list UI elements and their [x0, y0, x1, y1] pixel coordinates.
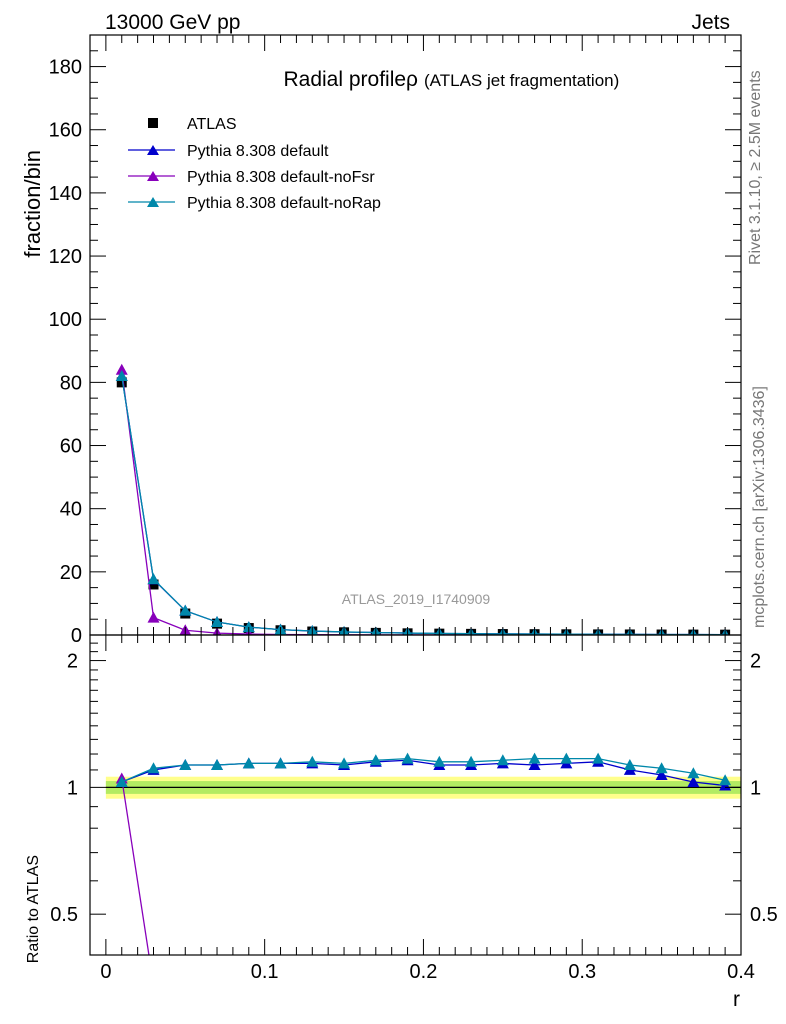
ratio-series-point — [687, 767, 700, 779]
chart-title-symbol: ρ — [406, 68, 418, 91]
rivet-label: Rivet 3.1.10, ≥ 2.5M events — [747, 70, 764, 265]
legend-atlas-label: ATLAS — [187, 116, 237, 133]
main-axis-ticks: 0 20 40 60 80 100 120 140 160 180 — [49, 34, 742, 647]
ratio-y-tick-label-right: 2 — [750, 651, 761, 673]
main-series-3 — [115, 370, 729, 635]
ratio-y-axis-label: Ratio to ATLAS — [25, 855, 42, 963]
main-y-tick-label: 160 — [49, 120, 82, 142]
ratio-series-point — [528, 752, 541, 764]
main-y-tick-label: 60 — [60, 436, 82, 458]
ratio-series-line — [121, 757, 726, 783]
atlas-data-point — [148, 579, 159, 590]
legend-default-label: Pythia 8.308 default — [187, 143, 329, 160]
ratio-series-point — [242, 757, 255, 769]
ratio-series-2 — [115, 752, 732, 787]
chart-title-main: Radial profile — [283, 68, 406, 91]
x-axis-label: r — [733, 988, 740, 1011]
ratio-series-point — [274, 757, 287, 769]
main-y-axis-label: fraction/bin — [20, 150, 45, 258]
ratio-series-point — [179, 759, 192, 771]
ratio-series-point — [655, 768, 668, 780]
main-series-point — [179, 604, 192, 616]
main-series-point — [242, 621, 255, 633]
ratio-data-layer — [105, 752, 741, 990]
ratio-series-point — [623, 759, 636, 771]
legend-nofsr-marker — [147, 171, 159, 181]
mcplots-label: mcplots.cern.ch [arXiv:1306.3436] — [751, 386, 768, 628]
legend-norap-marker — [147, 197, 159, 207]
ratio-axis-ticks: 0 0.1 0.2 0.3 0.4 0.5 0.5 1 1 2 2 — [50, 634, 778, 983]
ratio-series-point — [401, 752, 414, 764]
ratio-panel: Ratio to ATLAS 0 0.1 0.2 0.3 0.4 0.5 0.5 1 1 2 2 r — [25, 634, 778, 1011]
ratio-series-point — [148, 979, 160, 990]
main-y-tick-label: 180 — [49, 57, 82, 79]
legend-nofsr-label: Pythia 8.308 default-noFsr — [187, 169, 375, 186]
ratio-series-point — [655, 762, 668, 774]
ratio-series-point — [147, 762, 160, 774]
ratio-series-point — [592, 752, 605, 764]
analysis-label: ATLAS_2019_I1740909 — [342, 591, 491, 607]
x-tick-label: 0.2 — [410, 961, 438, 983]
ratio-series-point — [433, 755, 446, 767]
main-y-tick-label: 0 — [71, 625, 82, 647]
ratio-series-point — [465, 755, 478, 767]
main-series-point — [115, 363, 128, 375]
ratio-y-tick-label: 1 — [67, 777, 78, 799]
ratio-series-point — [496, 754, 509, 766]
main-series-point — [211, 616, 224, 628]
ratio-series-point — [115, 775, 128, 787]
x-tick-label: 0.1 — [251, 961, 279, 983]
ratio-series-point — [369, 754, 382, 766]
legend: ATLAS Pythia 8.308 default Pythia 8.308 … — [128, 116, 381, 212]
x-tick-label: 0 — [100, 961, 111, 983]
atlas-data-point — [116, 377, 127, 388]
ratio-series-point — [528, 759, 541, 771]
chart-subtitle: (ATLAS jet fragmentation) — [424, 71, 619, 90]
ratio-y-tick-label-right: 1 — [750, 777, 761, 799]
category-label: Jets — [691, 11, 730, 34]
ratio-y-tick-label: 2 — [67, 651, 78, 673]
ratio-y-tick-label-right: 0.5 — [750, 904, 778, 926]
legend-default-marker — [147, 145, 159, 155]
legend-norap-label: Pythia 8.308 default-noRap — [187, 195, 381, 212]
main-y-tick-label: 100 — [49, 309, 82, 331]
legend-atlas-marker — [148, 118, 158, 128]
main-y-tick-label: 40 — [60, 499, 82, 521]
ratio-y-tick-label: 0.5 — [50, 904, 78, 926]
main-y-tick-label: 80 — [60, 372, 82, 394]
ratio-series-line — [121, 778, 150, 955]
main-y-tick-label: 120 — [49, 246, 82, 268]
ratio-series-1 — [115, 772, 160, 990]
ratio-series-point — [719, 774, 732, 786]
ratio-series-point — [211, 759, 224, 771]
ratio-series-point — [687, 775, 700, 787]
ratio-series-point — [338, 757, 351, 769]
x-tick-label: 0.4 — [727, 961, 755, 983]
ratio-series-point — [306, 755, 319, 767]
main-y-tick-label: 140 — [49, 183, 82, 205]
main-panel: fraction/bin Radial profileρ (ATLAS jet … — [20, 34, 742, 647]
main-series-point — [115, 370, 128, 382]
main-series-point — [147, 573, 160, 585]
x-tick-label: 0.3 — [568, 961, 596, 983]
ratio-series-point — [560, 752, 573, 764]
main-series-point — [147, 611, 160, 623]
ratio-frame — [89, 634, 742, 956]
main-y-tick-label: 20 — [60, 562, 82, 584]
chart-title: Radial profileρ — [283, 68, 418, 91]
energy-label: 13000 GeV pp — [105, 11, 240, 34]
